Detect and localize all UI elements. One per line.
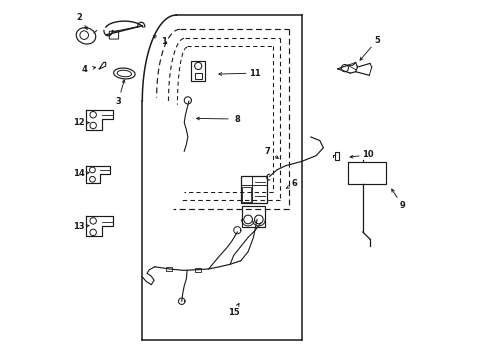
Text: 15: 15: [227, 308, 239, 317]
Text: 3: 3: [115, 96, 121, 105]
Text: 6: 6: [291, 179, 297, 188]
Text: 2: 2: [77, 13, 82, 22]
Text: 9: 9: [399, 201, 405, 210]
Text: 5: 5: [373, 36, 379, 45]
Text: 12: 12: [73, 118, 84, 127]
Text: 14: 14: [73, 169, 84, 178]
Text: 1: 1: [161, 37, 166, 46]
FancyBboxPatch shape: [195, 267, 201, 272]
Text: 7: 7: [264, 147, 270, 156]
Text: 8: 8: [234, 114, 240, 123]
Text: 11: 11: [249, 69, 261, 78]
Text: 10: 10: [362, 150, 373, 159]
Text: 4: 4: [82, 65, 88, 74]
FancyBboxPatch shape: [166, 267, 172, 271]
Text: 13: 13: [73, 222, 84, 231]
